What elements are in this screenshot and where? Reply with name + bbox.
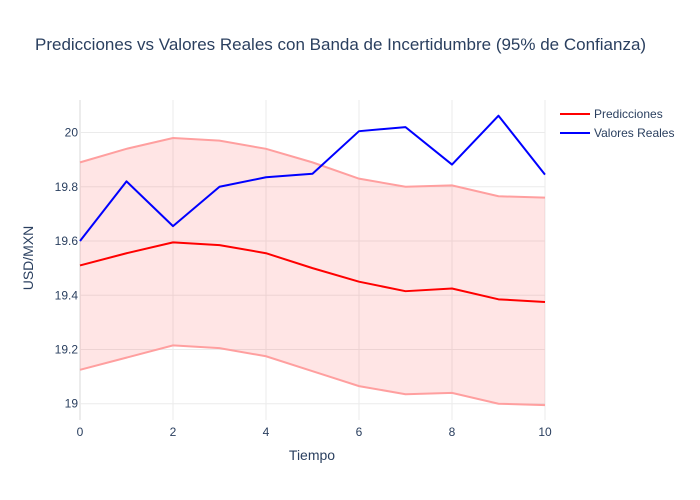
y-axis-title: USD/MXN bbox=[20, 226, 36, 291]
y-tick-label: 19.4 bbox=[55, 288, 79, 302]
legend[interactable]: Predicciones Valores Reales bbox=[560, 107, 674, 140]
band-lower-line bbox=[79, 344, 546, 407]
y-tick-label: 19.6 bbox=[55, 234, 79, 248]
x-tick-label: 10 bbox=[538, 425, 552, 439]
plot-area bbox=[79, 114, 546, 407]
x-tick-label: 0 bbox=[77, 425, 84, 439]
legend-item-valores-reales[interactable]: Valores Reales bbox=[560, 126, 674, 140]
x-axis: 0 2 4 6 8 10 bbox=[77, 425, 552, 439]
y-tick-label: 20 bbox=[65, 126, 79, 140]
x-axis-title: Tiempo bbox=[289, 447, 335, 463]
gridlines bbox=[79, 100, 546, 420]
legend-item-predicciones[interactable]: Predicciones bbox=[560, 107, 663, 121]
confidence-band bbox=[80, 137, 545, 406]
x-tick-label: 6 bbox=[356, 425, 363, 439]
y-tick-label: 19.2 bbox=[55, 342, 79, 356]
x-tick-label: 8 bbox=[449, 425, 456, 439]
y-tick-label: 19 bbox=[65, 397, 79, 411]
legend-label-valores-reales: Valores Reales bbox=[594, 126, 674, 140]
band-upper-line bbox=[79, 136, 546, 199]
chart-title: Predicciones vs Valores Reales con Banda… bbox=[35, 35, 646, 54]
series-line-predicciones bbox=[79, 241, 546, 304]
y-axis: 19 19.2 19.4 19.6 19.8 20 bbox=[55, 126, 79, 411]
x-tick-label: 4 bbox=[263, 425, 270, 439]
y-tick-label: 19.8 bbox=[55, 180, 79, 194]
legend-label-predicciones: Predicciones bbox=[594, 107, 663, 121]
x-tick-label: 2 bbox=[170, 425, 177, 439]
series-line-valores-reales bbox=[79, 114, 546, 242]
